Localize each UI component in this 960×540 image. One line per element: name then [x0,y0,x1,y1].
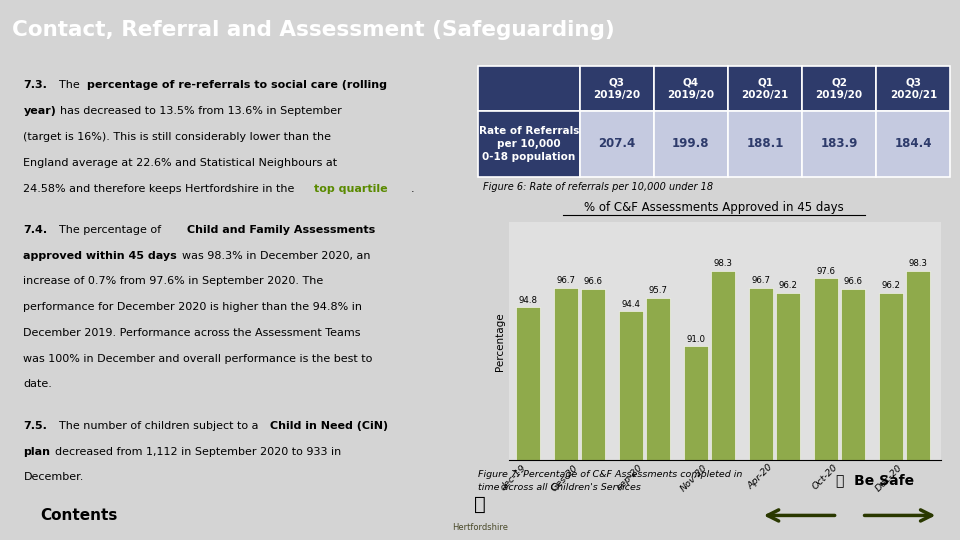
Bar [646,298,670,540]
Text: 96.2: 96.2 [881,281,900,290]
Text: December.: December. [23,472,84,482]
Text: percentage of re-referrals to social care (rolling: percentage of re-referrals to social car… [87,80,387,90]
Bar [728,111,803,177]
Text: 98.3: 98.3 [713,259,732,268]
Text: Rate of Referrals
per 10,000
0-18 population: Rate of Referrals per 10,000 0-18 popula… [479,126,579,162]
Text: 199.8: 199.8 [672,137,709,151]
Text: 96.6: 96.6 [584,277,603,286]
Bar [580,111,654,177]
Text: has decreased to 13.5% from 13.6% in September: has decreased to 13.5% from 13.6% in Sep… [60,106,342,116]
Bar [776,293,800,540]
Bar [749,288,773,540]
Text: The: The [60,80,84,90]
Bar [684,347,708,540]
Bar [876,111,950,177]
Text: 96.2: 96.2 [779,281,798,290]
Bar [581,288,605,540]
Bar [803,111,876,177]
Text: 184.4: 184.4 [895,137,932,151]
Text: Q1
2020/21: Q1 2020/21 [741,77,788,100]
Text: was 98.3% in December 2020, an: was 98.3% in December 2020, an [182,251,371,261]
Text: Q3
2020/21: Q3 2020/21 [890,77,937,100]
Text: % of C&F Assessments Approved in 45 days: % of C&F Assessments Approved in 45 days [585,201,844,214]
Text: (target is 16%). This is still considerably lower than the: (target is 16%). This is still considera… [23,132,331,142]
Text: 7.5.: 7.5. [23,421,47,431]
Bar [906,271,929,540]
Text: 207.4: 207.4 [598,137,636,151]
Text: 🦌: 🦌 [474,495,486,514]
Bar [654,66,728,111]
Text: date.: date. [23,380,52,389]
Text: Hertfordshire: Hertfordshire [452,523,508,532]
Bar [803,66,876,111]
Text: Q3
2019/20: Q3 2019/20 [593,77,640,100]
Bar [841,288,865,540]
Text: approved within 45 days: approved within 45 days [23,251,178,261]
Bar [619,312,643,540]
Text: 91.0: 91.0 [686,335,706,344]
Text: Q4
2019/20: Q4 2019/20 [667,77,714,100]
Text: performance for December 2020 is higher than the 94.8% in: performance for December 2020 is higher … [23,302,363,312]
Text: 96.7: 96.7 [557,276,576,285]
Text: Child in Need (CiN): Child in Need (CiN) [270,421,388,431]
Text: .: . [411,184,414,193]
Bar [478,66,580,111]
Bar [654,111,728,177]
Text: 🐝  Be Safe: 🐝 Be Safe [836,474,914,488]
Text: The percentage of: The percentage of [60,225,165,235]
Text: The number of children subject to a: The number of children subject to a [60,421,262,431]
Y-axis label: Percentage: Percentage [494,312,505,370]
Text: Contact, Referral and Assessment (Safeguarding): Contact, Referral and Assessment (Safegu… [12,20,615,40]
Text: December 2019. Performance across the Assessment Teams: December 2019. Performance across the As… [23,328,361,338]
Text: was 100% in December and overall performance is the best to: was 100% in December and overall perform… [23,354,372,364]
Bar [814,278,838,540]
Bar [711,271,734,540]
Bar [478,111,580,177]
Text: Child and Family Assessments: Child and Family Assessments [187,225,375,235]
Text: increase of 0.7% from 97.6% in September 2020. The: increase of 0.7% from 97.6% in September… [23,276,324,286]
Text: plan: plan [23,447,51,456]
Text: Figure 6: Rate of referrals per 10,000 under 18: Figure 6: Rate of referrals per 10,000 u… [483,181,713,192]
Text: Contents: Contents [40,508,118,523]
Text: top quartile: top quartile [314,184,387,193]
Text: year): year) [23,106,57,116]
Text: 98.3: 98.3 [908,259,927,268]
Text: 95.7: 95.7 [648,286,667,295]
Text: Q2
2019/20: Q2 2019/20 [816,77,863,100]
Text: 96.6: 96.6 [844,277,862,286]
Text: 7.3.: 7.3. [23,80,47,90]
Bar [879,293,903,540]
Text: 96.7: 96.7 [752,276,771,285]
Bar [554,288,578,540]
Text: 24.58% and therefore keeps Hertfordshire in the: 24.58% and therefore keeps Hertfordshire… [23,184,299,193]
Text: 94.8: 94.8 [518,295,538,305]
Bar [728,66,803,111]
Bar [580,66,654,111]
Text: decreased from 1,112 in September 2020 to 933 in: decreased from 1,112 in September 2020 t… [55,447,341,456]
Text: England average at 22.6% and Statistical Neighbours at: England average at 22.6% and Statistical… [23,158,338,168]
Text: 97.6: 97.6 [817,267,835,276]
Bar [516,307,540,540]
Text: 183.9: 183.9 [821,137,858,151]
Text: 188.1: 188.1 [746,137,783,151]
Text: 7.4.: 7.4. [23,225,48,235]
Text: 94.4: 94.4 [622,300,640,309]
Bar [876,66,950,111]
Text: Figure 7: Percentage of C&F Assessments completed in
time across all Children's : Figure 7: Percentage of C&F Assessments … [478,470,742,492]
